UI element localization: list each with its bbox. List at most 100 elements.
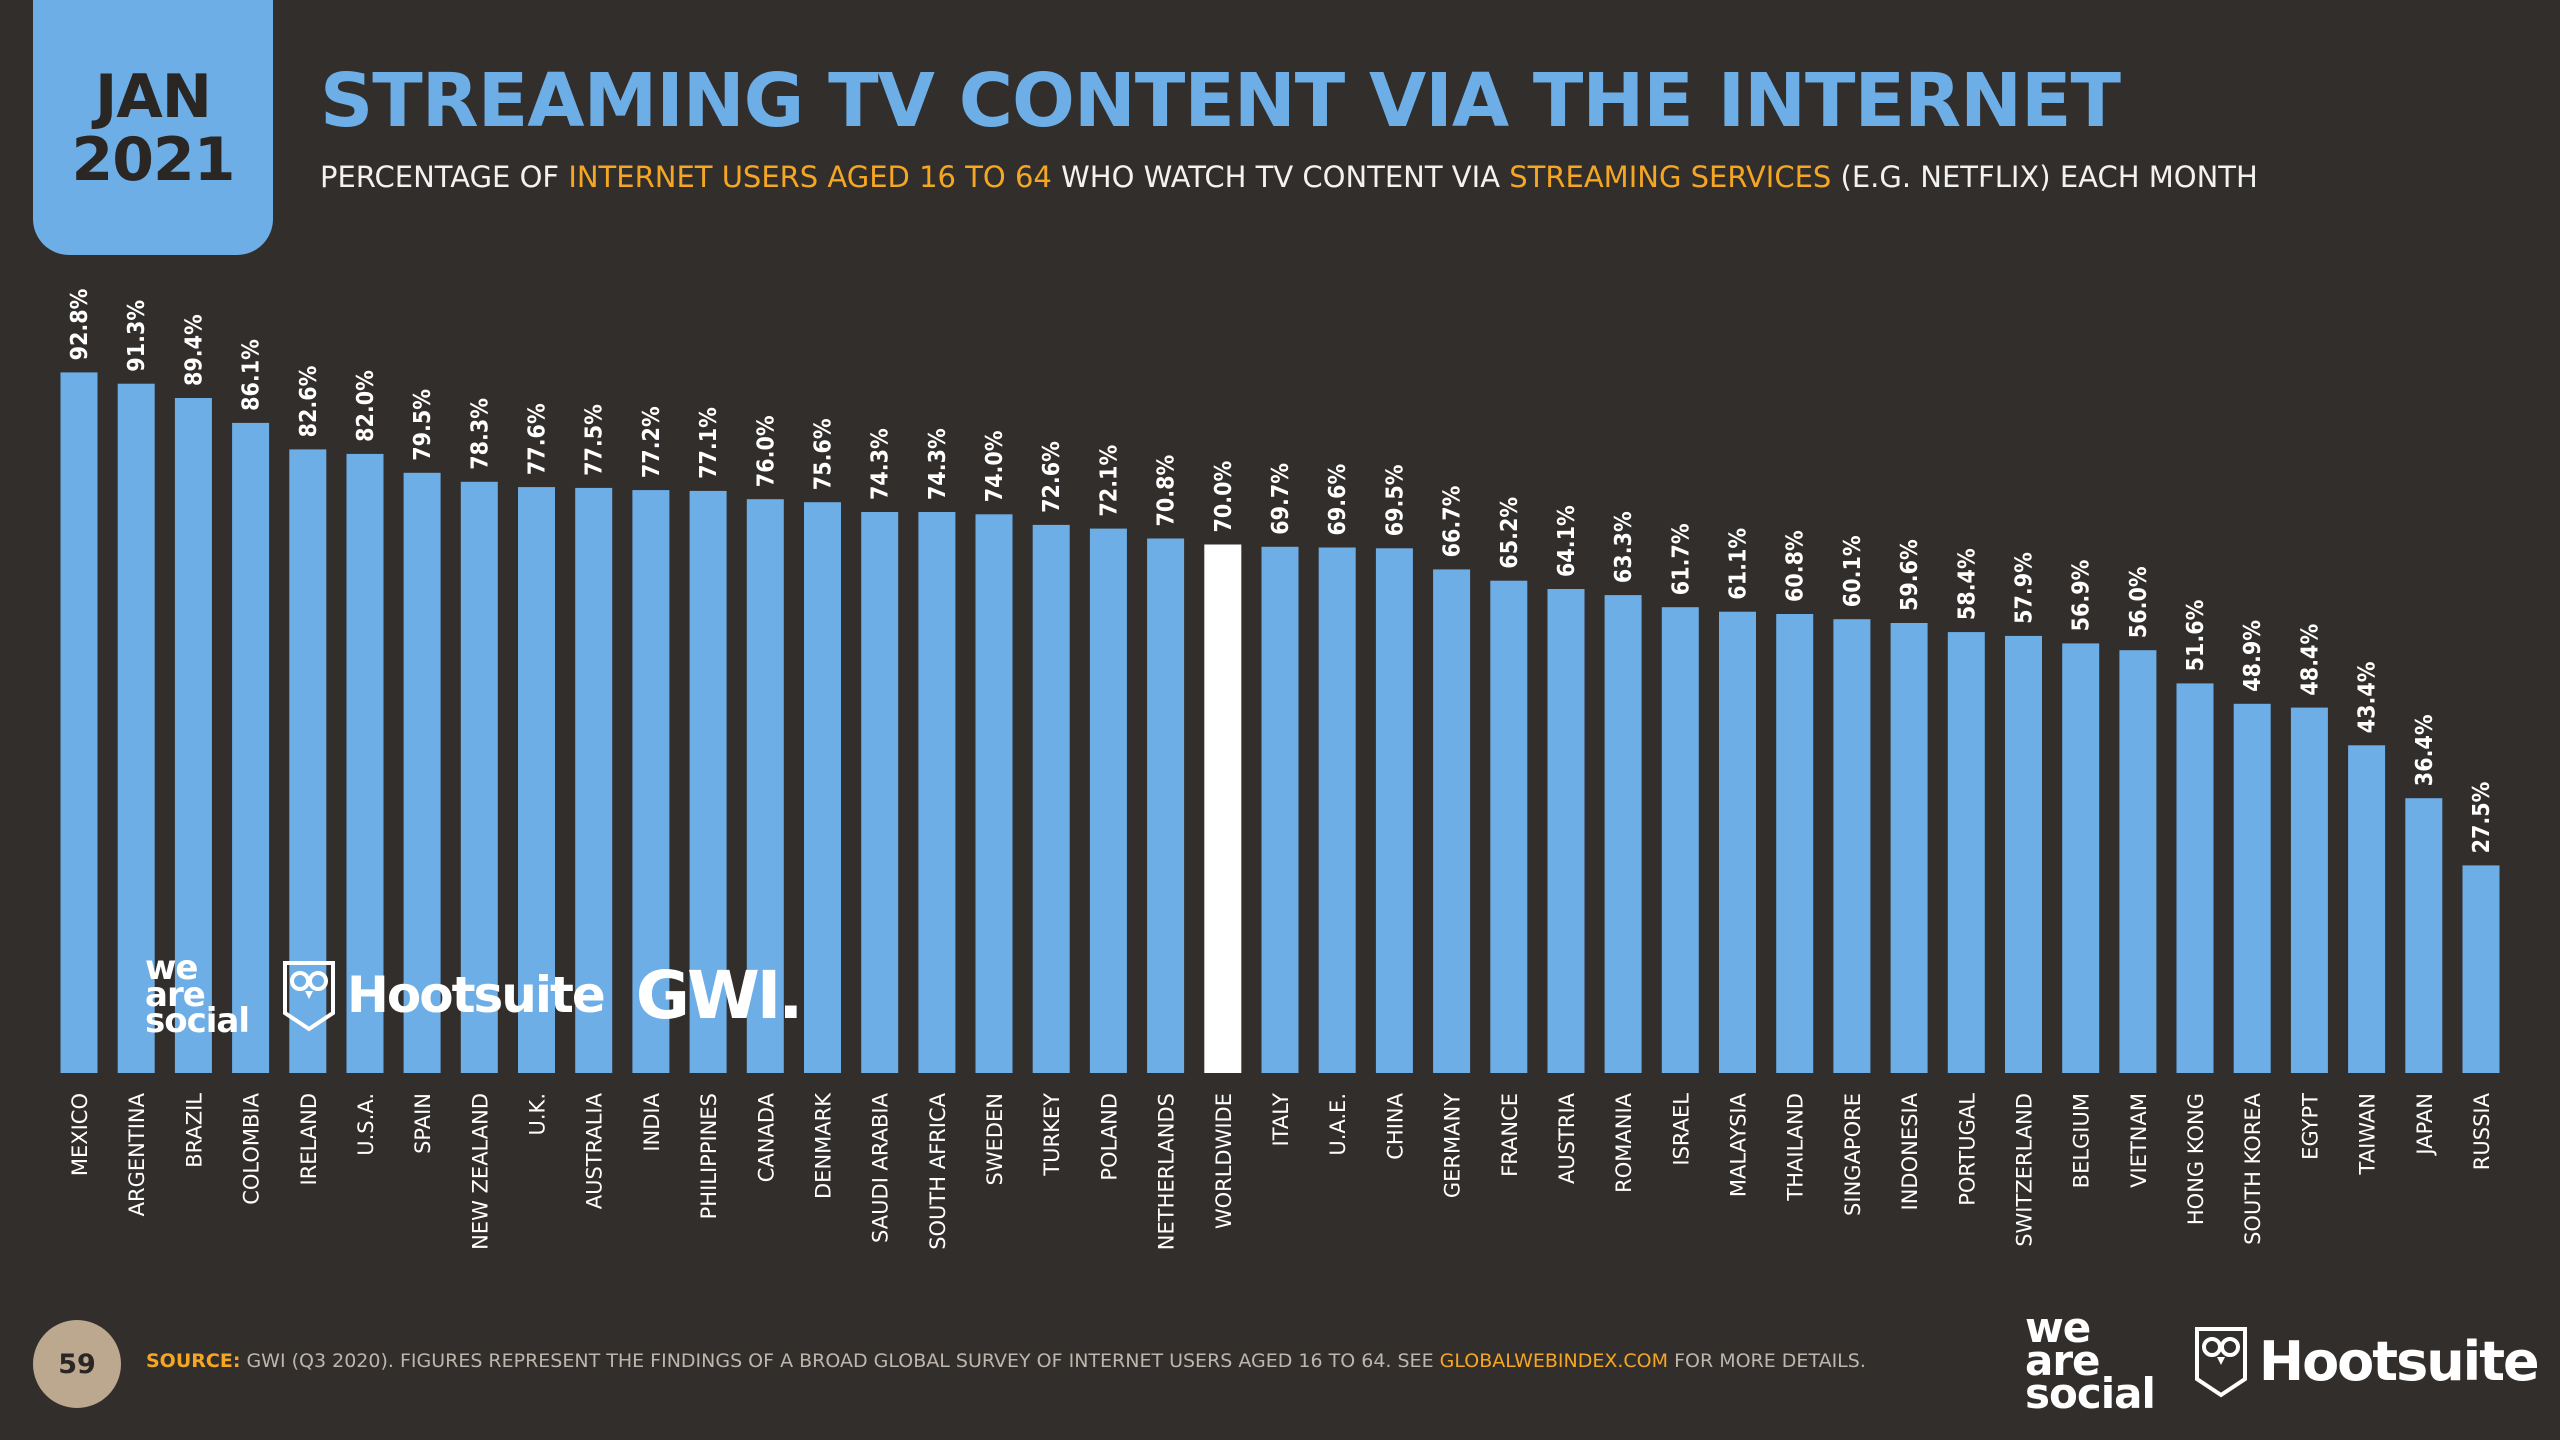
bar-u-k bbox=[518, 487, 555, 1074]
bar-romania bbox=[1604, 595, 1642, 1073]
value-label-austria: 64.1% bbox=[1554, 505, 1580, 577]
page-subtitle: PERCENTAGE OF INTERNET USERS AGED 16 TO … bbox=[320, 160, 2258, 194]
category-label-philippines: PHILIPPINES bbox=[697, 1093, 721, 1219]
footer-we-are-social-logo: we are social bbox=[2025, 1303, 2156, 1414]
source-tail: FOR MORE DETAILS. bbox=[1668, 1350, 1866, 1372]
category-label-argentina: ARGENTINA bbox=[125, 1092, 149, 1216]
page-title: STREAMING TV CONTENT VIA THE INTERNET bbox=[320, 58, 2121, 144]
value-label-australia: 77.5% bbox=[582, 404, 608, 476]
value-label-brazil: 89.4% bbox=[181, 314, 207, 386]
category-label-brazil: BRAZIL bbox=[182, 1093, 206, 1168]
logo-text-are: are bbox=[145, 974, 206, 1015]
bar-poland bbox=[1089, 528, 1127, 1073]
category-label-indonesia: INDONESIA bbox=[1898, 1092, 1922, 1210]
footer-logo-text-we: we bbox=[2025, 1303, 2091, 1352]
bar-south-africa bbox=[918, 512, 956, 1073]
value-label-colombia: 86.1% bbox=[239, 339, 265, 411]
bar-worldwide bbox=[1204, 544, 1242, 1073]
category-label-saudi-arabia: SAUDI ARABIA bbox=[869, 1092, 893, 1243]
value-label-china: 69.5% bbox=[1382, 464, 1408, 536]
logo-text-social: social bbox=[145, 1001, 250, 1042]
value-label-worldwide: 70.0% bbox=[1211, 460, 1237, 532]
value-label-vietnam: 56.0% bbox=[2126, 566, 2152, 638]
value-label-south-korea: 48.9% bbox=[2240, 620, 2266, 692]
source-label: SOURCE: bbox=[146, 1350, 241, 1372]
category-label-hong-kong: HONG KONG bbox=[2184, 1093, 2208, 1225]
chart-logos: we are social Hootsuite GWI. bbox=[145, 950, 804, 1042]
category-label-india: INDIA bbox=[640, 1092, 664, 1151]
bar-saudi-arabia bbox=[861, 512, 899, 1073]
bar-india bbox=[632, 490, 670, 1074]
category-label-south-korea: SOUTH KOREA bbox=[2241, 1092, 2265, 1245]
bar-denmark bbox=[804, 502, 841, 1073]
category-label-south-africa: SOUTH AFRICA bbox=[926, 1092, 950, 1249]
bar-taiwan bbox=[2348, 745, 2386, 1073]
bar-argentina bbox=[117, 383, 155, 1073]
bar-u-s-a bbox=[346, 453, 384, 1073]
category-label-japan: JAPAN bbox=[2413, 1093, 2437, 1157]
gwi-wordmark: GWI. bbox=[635, 956, 804, 1034]
bar-turkey bbox=[1032, 524, 1070, 1073]
date-tab: JAN 2021 bbox=[33, 0, 273, 255]
subtitle-highlight-audience: INTERNET USERS AGED 16 TO 64 bbox=[568, 160, 1052, 194]
source-link[interactable]: GLOBALWEBINDEX.COM bbox=[1439, 1350, 1669, 1372]
value-label-hong-kong: 51.6% bbox=[2183, 599, 2209, 671]
value-label-russia: 27.5% bbox=[2469, 781, 2495, 853]
value-label-italy: 69.7% bbox=[1268, 463, 1294, 535]
category-label-austria: AUSTRIA bbox=[1555, 1092, 1579, 1184]
value-label-india: 77.2% bbox=[639, 406, 665, 478]
source-note: SOURCE: GWI (Q3 2020). FIGURES REPRESENT… bbox=[146, 1350, 1866, 1372]
page-number-badge: 59 bbox=[33, 1320, 121, 1408]
hootsuite-wordmark: Hootsuite bbox=[347, 966, 606, 1024]
value-label-france: 65.2% bbox=[1497, 497, 1523, 569]
bar-france bbox=[1490, 580, 1528, 1073]
bar-vietnam bbox=[2119, 650, 2157, 1073]
value-labels-group: 92.8% 91.3% 89.4% 86.1% 82.6% 82.0% 79.5% 78.3%… bbox=[67, 288, 2495, 853]
value-label-switzerland: 57.9% bbox=[2012, 552, 2038, 624]
category-label-malaysia: MALAYSIA bbox=[1727, 1092, 1751, 1197]
category-label-mexico: MEXICO bbox=[68, 1093, 92, 1176]
value-label-saudi-arabia: 74.3% bbox=[868, 428, 894, 500]
bar-indonesia bbox=[1890, 623, 1928, 1073]
category-label-israel: ISRAEL bbox=[1669, 1093, 1693, 1166]
value-label-philippines: 77.1% bbox=[696, 407, 722, 479]
bar-italy bbox=[1261, 546, 1299, 1073]
value-label-denmark: 75.6% bbox=[811, 418, 837, 490]
we-are-social-logo: we are social bbox=[145, 952, 250, 1042]
bar-spain bbox=[403, 472, 441, 1073]
value-label-israel: 61.7% bbox=[1668, 523, 1694, 595]
value-label-south-africa: 74.3% bbox=[925, 428, 951, 500]
value-label-u-k: 77.6% bbox=[525, 403, 551, 475]
value-label-thailand: 60.8% bbox=[1783, 530, 1809, 602]
subtitle-part-5: (E.G. NETFLIX) EACH MONTH bbox=[1831, 160, 2258, 194]
bar-israel bbox=[1661, 607, 1699, 1073]
value-label-romania: 63.3% bbox=[1611, 511, 1637, 583]
footer-logos: we are social Hootsuite bbox=[2025, 1303, 2540, 1414]
category-label-denmark: DENMARK bbox=[812, 1092, 836, 1199]
bar-philippines bbox=[689, 490, 727, 1073]
bar-hong-kong bbox=[2176, 683, 2214, 1073]
category-label-australia: AUSTRALIA bbox=[583, 1092, 607, 1209]
value-label-u-s-a: 82.0% bbox=[353, 370, 379, 442]
value-label-netherlands: 70.8% bbox=[1154, 454, 1180, 526]
category-label-new-zealand: NEW ZEALAND bbox=[468, 1093, 492, 1250]
bar-china bbox=[1375, 548, 1413, 1073]
value-label-mexico: 92.8% bbox=[67, 288, 93, 360]
value-label-taiwan: 43.4% bbox=[2355, 661, 2381, 733]
bar-ireland bbox=[289, 449, 327, 1073]
bar-sweden bbox=[975, 514, 1013, 1073]
bar-south-korea bbox=[2233, 703, 2271, 1073]
value-label-argentina: 91.3% bbox=[124, 300, 150, 372]
category-label-vietnam: VIETNAM bbox=[2127, 1093, 2151, 1188]
footer-owl-icon bbox=[2194, 1327, 2247, 1398]
category-labels-group: MEXICO ARGENTINA BRAZIL COLOMBIA IRELAND U.S.… bbox=[68, 1092, 2494, 1250]
bar-colombia bbox=[232, 422, 270, 1073]
footer-hootsuite-logo: Hootsuite bbox=[2193, 1323, 2540, 1399]
category-label-turkey: TURKEY bbox=[1040, 1093, 1064, 1177]
value-label-egypt: 48.4% bbox=[2297, 624, 2323, 696]
value-label-ireland: 82.6% bbox=[296, 365, 322, 437]
category-label-france: FRANCE bbox=[1498, 1093, 1522, 1177]
category-label-germany: GERMANY bbox=[1441, 1093, 1465, 1198]
date-year: 2021 bbox=[71, 124, 236, 195]
